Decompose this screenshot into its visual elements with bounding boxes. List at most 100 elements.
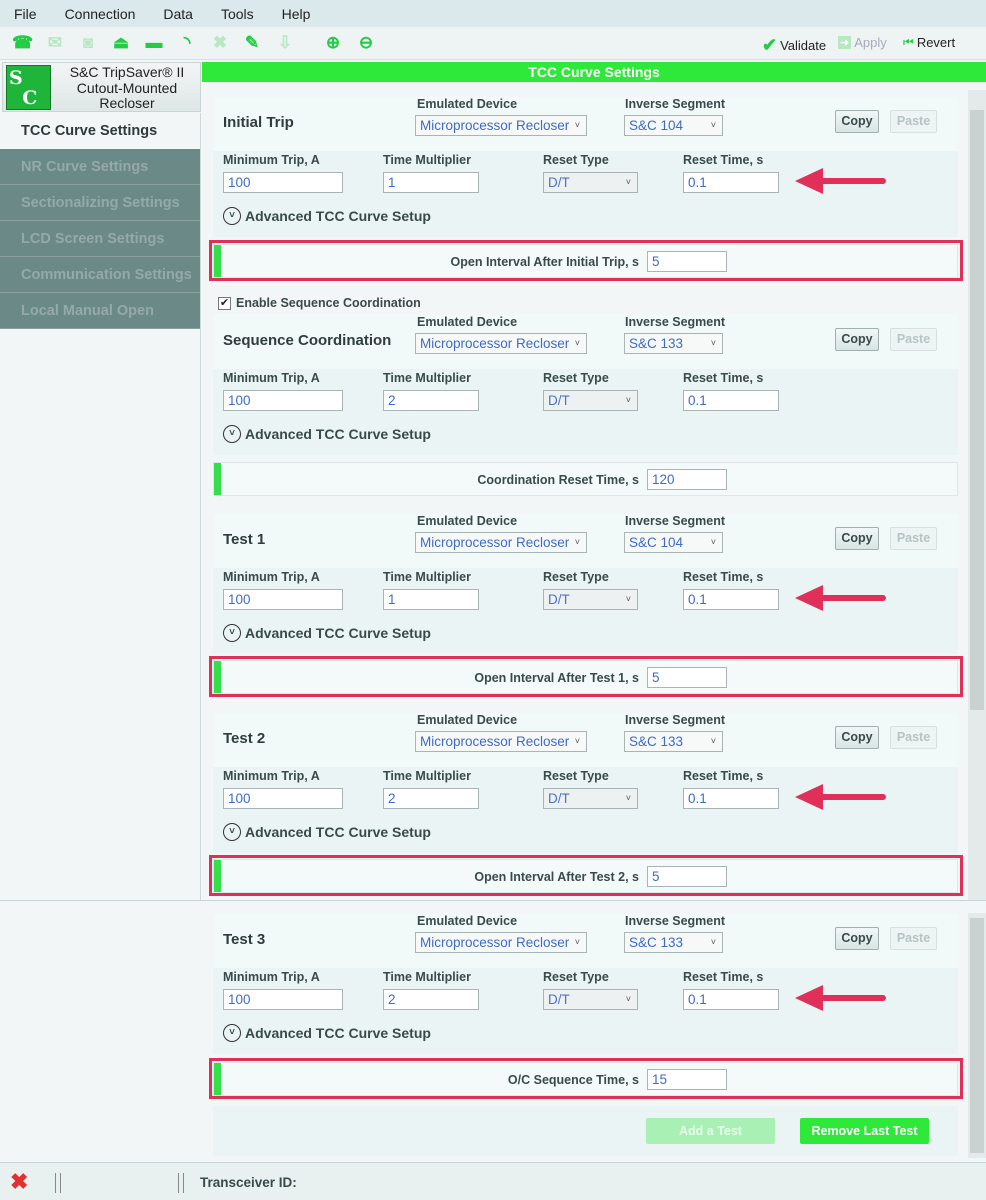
paste-button[interactable]: Paste	[890, 527, 937, 550]
inverse-segment-select[interactable]: S&C 133 ˅	[624, 932, 723, 953]
inverse-segment-value: S&C 133	[629, 734, 684, 749]
time-multiplier-input[interactable]: 2	[383, 788, 479, 809]
minimum-trip-label: Minimum Trip, A	[223, 371, 320, 385]
remove-last-test-button[interactable]: Remove Last Test	[800, 1118, 929, 1144]
reset-type-select[interactable]: D/T ˅	[543, 589, 638, 610]
section-title: Test 1	[223, 531, 266, 548]
paste-button[interactable]: Paste	[890, 726, 937, 749]
apply-button[interactable]: ➜ Apply	[838, 35, 887, 50]
interval-input[interactable]: 5	[647, 866, 727, 887]
enable-sequence-checkbox[interactable]: ✔	[218, 296, 231, 310]
interval-input[interactable]: 15	[647, 1069, 727, 1090]
chevron-down-icon: ˅	[625, 395, 631, 405]
sidebar-item-nr-curve-settings[interactable]: NR Curve Settings	[0, 149, 200, 185]
time-multiplier-input[interactable]: 2	[383, 989, 479, 1010]
enable-sequence-row[interactable]: ✔ Enable Sequence Coordination	[218, 296, 421, 310]
emulated-device-select[interactable]: Microprocessor Recloser ˅	[415, 731, 587, 752]
inverse-segment-select[interactable]: S&C 104 ˅	[624, 115, 723, 136]
toolbox-icon[interactable]: ▬	[145, 33, 163, 52]
delete-icon[interactable]: ✖	[212, 33, 228, 52]
copy-button[interactable]: Copy	[835, 527, 879, 550]
advanced-tcc-toggle[interactable]: ˅ Advanced TCC Curve Setup	[223, 425, 431, 443]
paste-button[interactable]: Paste	[890, 328, 937, 351]
reset-type-select[interactable]: D/T ˅	[543, 172, 638, 193]
minimum-trip-input[interactable]: 100	[223, 589, 343, 610]
reset-type-value: D/T	[548, 791, 570, 806]
time-multiplier-input[interactable]: 1	[383, 172, 479, 193]
copy-button[interactable]: Copy	[835, 927, 879, 950]
chevron-circle-icon: ˅	[223, 425, 241, 443]
advanced-tcc-label: Advanced TCC Curve Setup	[245, 426, 431, 442]
scrollbar[interactable]	[968, 90, 986, 900]
inverse-segment-select[interactable]: S&C 133 ˅	[624, 333, 723, 354]
sidebar-item-sectionalizing-settings[interactable]: Sectionalizing Settings	[0, 185, 200, 221]
inverse-segment-select[interactable]: S&C 104 ˅	[624, 532, 723, 553]
inverse-segment-select[interactable]: S&C 133 ˅	[624, 731, 723, 752]
zoom-out-icon[interactable]: ⊖	[358, 33, 374, 52]
emulated-device-select[interactable]: Microprocessor Recloser ˅	[415, 333, 587, 354]
advanced-tcc-toggle[interactable]: ˅ Advanced TCC Curve Setup	[223, 207, 431, 225]
revert-button[interactable]: ⏮ Revert	[903, 35, 956, 50]
chevron-down-icon: ˅	[710, 937, 716, 947]
reset-type-label: Reset Type	[543, 769, 609, 783]
connect-icon[interactable]: ☎	[12, 33, 34, 52]
paste-button[interactable]: Paste	[890, 927, 937, 950]
download-icon[interactable]: ⇩	[277, 33, 293, 52]
copy-button[interactable]: Copy	[835, 328, 879, 351]
minimum-trip-label: Minimum Trip, A	[223, 153, 320, 167]
zoom-in-icon[interactable]: ⊕	[325, 33, 341, 52]
inverse-segment-label: Inverse Segment	[625, 315, 726, 329]
rss-icon[interactable]: ◝	[183, 33, 191, 52]
accent-strip	[214, 1063, 221, 1095]
reset-type-select[interactable]: D/T ˅	[543, 390, 638, 411]
minimum-trip-input[interactable]: 100	[223, 390, 343, 411]
reset-time-input[interactable]: 0.1	[683, 788, 779, 809]
sidebar-item-communication-settings[interactable]: Communication Settings	[0, 257, 200, 293]
emulated-device-select[interactable]: Microprocessor Recloser ˅	[415, 532, 587, 553]
emulated-device-select[interactable]: Microprocessor Recloser ˅	[415, 115, 587, 136]
advanced-tcc-toggle[interactable]: ˅ Advanced TCC Curve Setup	[223, 823, 431, 841]
reset-time-input[interactable]: 0.1	[683, 390, 779, 411]
minimum-trip-input[interactable]: 100	[223, 172, 343, 193]
validate-button[interactable]: ✔ Validate	[762, 35, 827, 55]
copy-button[interactable]: Copy	[835, 726, 879, 749]
menu-help[interactable]: Help	[281, 5, 311, 22]
reset-time-input[interactable]: 0.1	[683, 589, 779, 610]
paste-button[interactable]: Paste	[890, 110, 937, 133]
status-bar: ✖ Transceiver ID:	[0, 1162, 986, 1200]
interval-input[interactable]: 5	[647, 667, 727, 688]
clipboard-icon[interactable]: ✎	[244, 33, 260, 52]
reset-time-input[interactable]: 0.1	[683, 172, 779, 193]
emulated-device-select[interactable]: Microprocessor Recloser ˅	[415, 932, 587, 953]
interval-input[interactable]: 120	[647, 469, 727, 490]
menu-connection[interactable]: Connection	[64, 5, 136, 22]
sidebar-item-tcc-curve-settings[interactable]: TCC Curve Settings	[0, 113, 200, 149]
time-multiplier-input[interactable]: 1	[383, 589, 479, 610]
minimum-trip-input[interactable]: 100	[223, 989, 343, 1010]
advanced-tcc-toggle[interactable]: ˅ Advanced TCC Curve Setup	[223, 624, 431, 642]
chevron-down-icon: ˅	[710, 120, 716, 130]
reset-type-select[interactable]: D/T ˅	[543, 989, 638, 1010]
upload-icon[interactable]: ⏏	[112, 33, 130, 52]
copy-button[interactable]: Copy	[835, 110, 879, 133]
interval-input[interactable]: 5	[647, 251, 727, 272]
reset-type-select[interactable]: D/T ˅	[543, 788, 638, 809]
sidebar-item-lcd-screen-settings[interactable]: LCD Screen Settings	[0, 221, 200, 257]
time-multiplier-label: Time Multiplier	[383, 570, 471, 584]
transceiver-id-label: Transceiver ID:	[200, 1175, 297, 1190]
add-test-button[interactable]: Add a Test	[646, 1118, 775, 1144]
menu-file[interactable]: File	[14, 5, 37, 22]
emulated-device-value: Microprocessor Recloser	[420, 535, 570, 550]
reset-time-input[interactable]: 0.1	[683, 989, 779, 1010]
interval-row: Open Interval After Initial Trip, s 5	[213, 244, 958, 278]
menu-data[interactable]: Data	[163, 5, 193, 22]
menu-tools[interactable]: Tools	[220, 5, 254, 22]
time-multiplier-input[interactable]: 2	[383, 390, 479, 411]
sidebar-item-local-manual-open[interactable]: Local Manual Open	[0, 293, 200, 329]
scrollbar-lower[interactable]	[968, 913, 986, 1158]
emulated-device-label: Emulated Device	[417, 315, 518, 329]
camera-icon[interactable]: ◙	[82, 33, 94, 52]
email-icon[interactable]: ✉	[47, 33, 63, 52]
advanced-tcc-toggle[interactable]: ˅ Advanced TCC Curve Setup	[223, 1024, 431, 1042]
minimum-trip-input[interactable]: 100	[223, 788, 343, 809]
